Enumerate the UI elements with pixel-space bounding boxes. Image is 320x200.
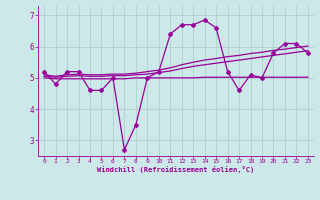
- X-axis label: Windchill (Refroidissement éolien,°C): Windchill (Refroidissement éolien,°C): [97, 166, 255, 173]
